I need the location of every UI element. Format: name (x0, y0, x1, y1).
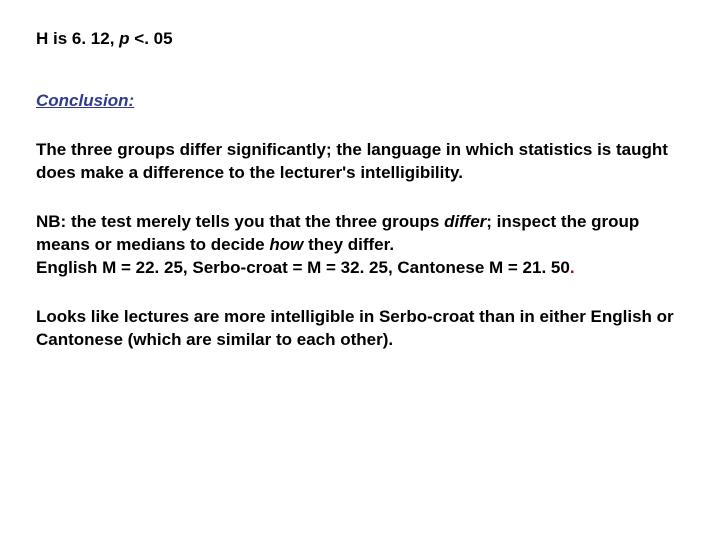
stat-p-label: p (119, 29, 129, 48)
stat-suffix: <. 05 (130, 29, 173, 48)
stat-prefix: H is 6. 12, (36, 29, 119, 48)
para2-differ: differ (444, 212, 486, 231)
document-page: H is 6. 12, p <. 05 Conclusion: The thre… (0, 0, 720, 414)
para2-red-period: . (570, 258, 575, 277)
conclusion-heading: Conclusion: (36, 91, 684, 111)
para2-text-3: they differ. (308, 235, 394, 254)
paragraph-3: Looks like lectures are more intelligibl… (36, 306, 684, 352)
para2-line2: English M = 22. 25, Serbo-croat = M = 32… (36, 258, 570, 277)
paragraph-1: The three groups differ significantly; t… (36, 139, 684, 185)
paragraph-2: NB: the test merely tells you that the t… (36, 211, 684, 280)
para2-text-1: NB: the test merely tells you that the t… (36, 212, 444, 231)
stat-line: H is 6. 12, p <. 05 (36, 28, 684, 51)
para2-how: how (269, 235, 308, 254)
